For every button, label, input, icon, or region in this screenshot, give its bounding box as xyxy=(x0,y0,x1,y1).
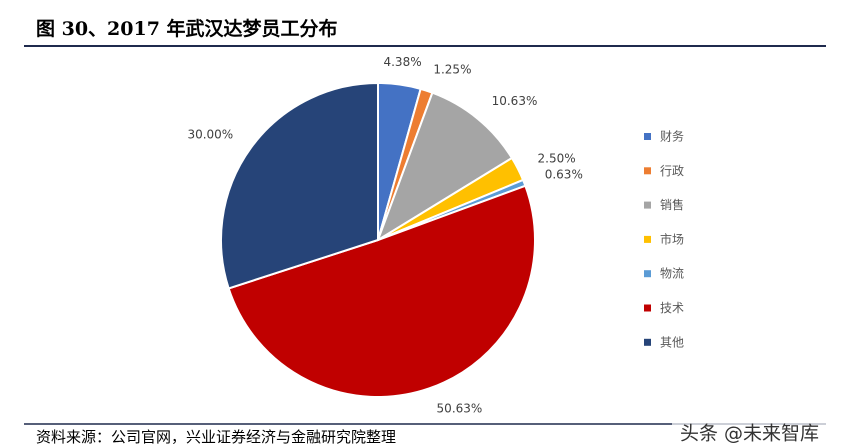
legend-swatch xyxy=(644,270,651,278)
watermark-bg xyxy=(672,422,840,448)
chart-title: 图 30、2017 年武汉达梦员工分布 xyxy=(36,17,338,40)
legend-label: 物流 xyxy=(660,267,684,281)
legend-label: 行政 xyxy=(660,164,684,178)
legend-label: 销售 xyxy=(660,197,684,212)
legend-label: 技术 xyxy=(660,301,684,315)
legend-swatch xyxy=(644,338,651,346)
pie-slice xyxy=(376,91,514,243)
legend-swatch xyxy=(644,133,651,140)
source: 资料来源：公司官网，兴业证券经济与金融研究院整理 xyxy=(36,428,396,446)
legend-swatch xyxy=(644,167,651,175)
legend-swatch xyxy=(644,201,651,209)
data-label: 0.63% xyxy=(545,167,583,181)
legend-swatch xyxy=(644,304,651,312)
legend-swatch xyxy=(644,235,651,243)
data-label: 10.63% xyxy=(492,94,538,108)
legend-label: 市场 xyxy=(660,231,684,246)
legend-label: 财务 xyxy=(660,129,684,144)
pie-slice xyxy=(220,81,379,290)
pie-slice xyxy=(227,184,536,399)
watermark: 头条 @未来智库 xyxy=(680,423,819,445)
legend-label: 其他 xyxy=(660,335,684,349)
data-label: 30.00% xyxy=(187,127,233,141)
data-label: 4.38% xyxy=(383,55,421,69)
data-label: 50.63% xyxy=(437,402,483,416)
data-label: 2.50% xyxy=(538,151,576,165)
data-label: 1.25% xyxy=(433,62,471,76)
